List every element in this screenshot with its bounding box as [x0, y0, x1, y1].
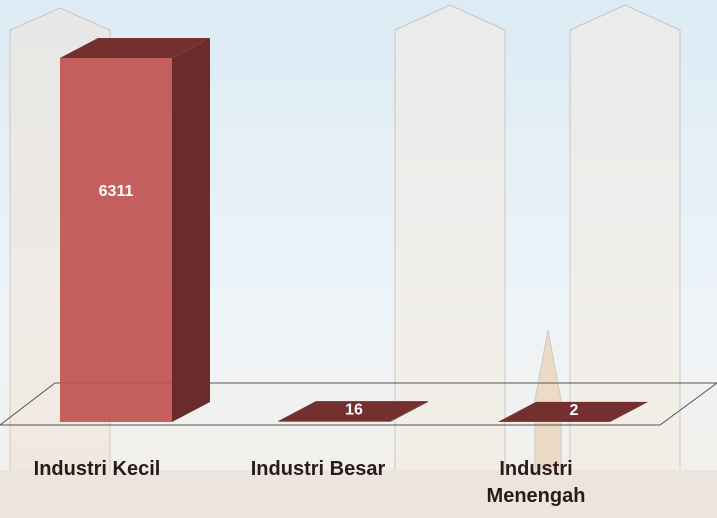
floor-plane	[0, 382, 717, 426]
value-label: 16	[345, 401, 363, 418]
bar-side	[390, 401, 428, 422]
bar	[278, 421, 390, 422]
category-label: Industri Menengah	[486, 458, 586, 507]
bar-side	[610, 401, 648, 422]
background-buildings	[0, 4, 717, 518]
bar-top	[60, 38, 210, 58]
bar-top	[498, 401, 648, 422]
bar-side	[172, 38, 210, 422]
bar-top	[278, 401, 428, 422]
category-label: Industri Besar	[250, 458, 386, 480]
value-label: 6311	[99, 183, 134, 200]
category-label: Industri Kecil	[33, 458, 161, 480]
bar	[60, 58, 172, 422]
value-label: 2	[570, 402, 579, 419]
